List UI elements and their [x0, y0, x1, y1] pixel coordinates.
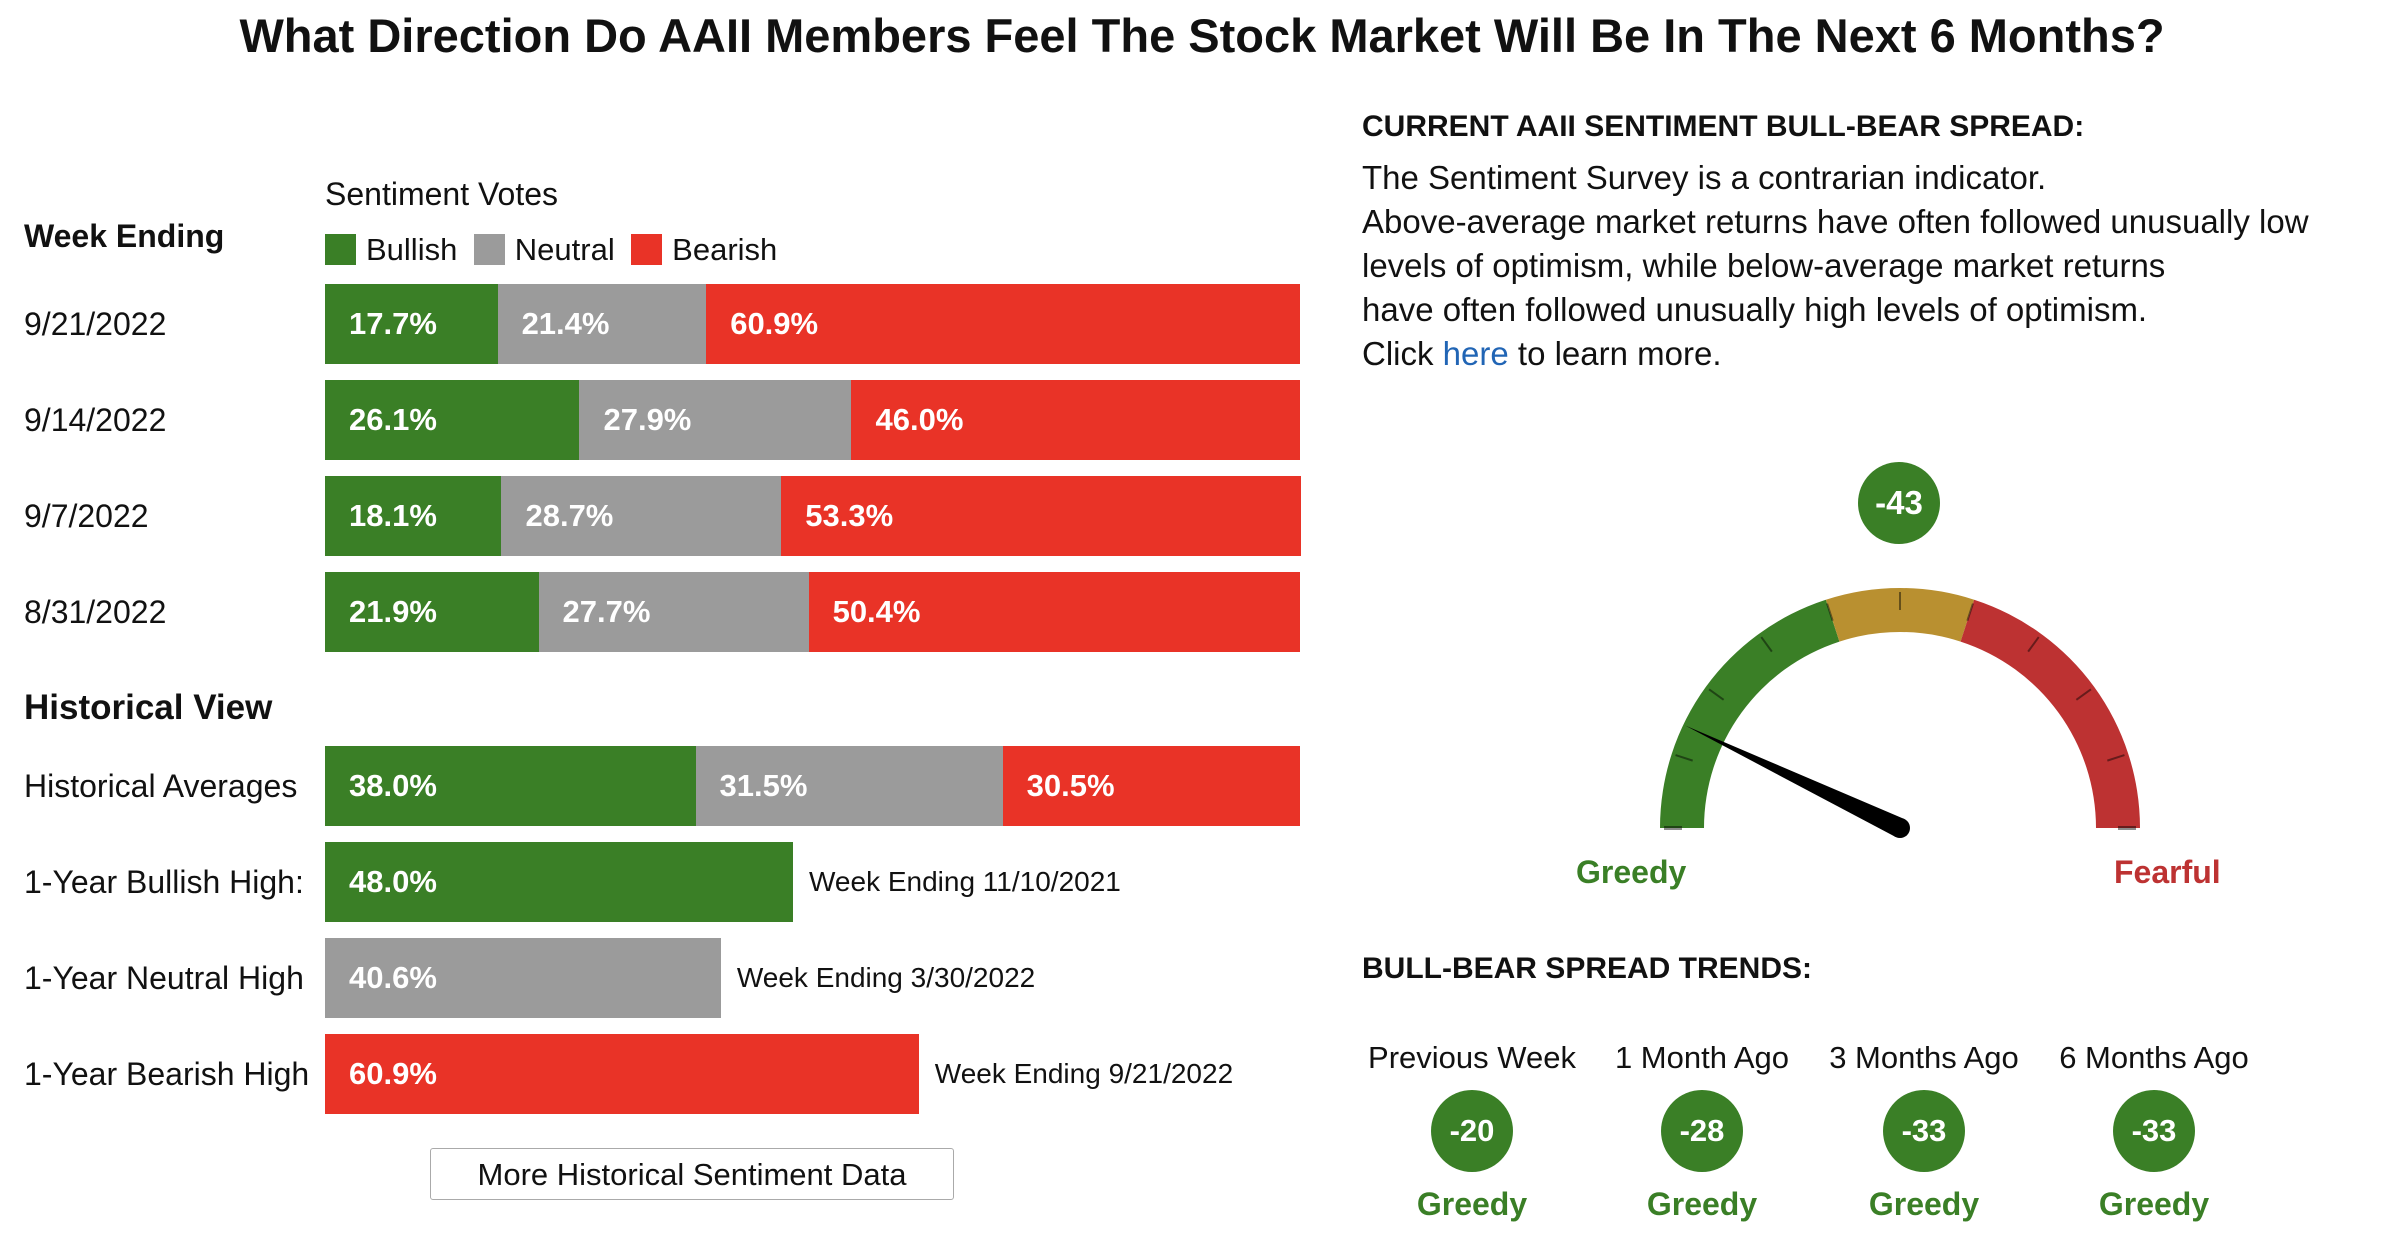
page-title: What Direction Do AAII Members Feel The … — [239, 9, 2165, 62]
historical-label: 1-Year Bearish High — [24, 1056, 310, 1092]
bullish-segment: 38.0% — [325, 746, 696, 826]
bearish-segment: 30.5% — [1002, 746, 1300, 826]
trend-label: 3 Months Ago — [1829, 1040, 2019, 1075]
gauge-fearful-zone — [1960, 599, 2140, 828]
bullish-segment: 18.1% — [325, 476, 502, 556]
week-label: 8/31/2022 — [24, 594, 167, 630]
more-historical-data-button[interactable]: More Historical Sentiment Data — [430, 1148, 954, 1200]
click-prefix: Click — [1362, 335, 1443, 372]
weekly-bar: 18.1% 28.7% 53.3% — [325, 476, 1301, 556]
bullish-high-note: Week Ending 11/10/2021 — [809, 866, 1121, 897]
gauge-greedy-zone — [1660, 599, 1840, 828]
neutral-swatch — [473, 234, 505, 265]
trend-6-months: 6 Months Ago -33 Greedy — [2034, 1040, 2274, 1223]
historical-view-heading: Historical View — [24, 688, 273, 727]
week-label: 9/14/2022 — [24, 402, 167, 438]
spread-description: The Sentiment Survey is a contrarian ind… — [1362, 156, 2309, 376]
historical-label: Historical Averages — [24, 768, 298, 804]
historical-bar: 48.0% — [325, 842, 793, 922]
trend-value: -20 — [1431, 1090, 1513, 1172]
click-suffix: to learn more. — [1508, 335, 1722, 372]
click-line: Click here to learn more. — [1362, 332, 2309, 376]
gauge-fearful-label: Fearful — [2114, 854, 2221, 890]
legend-label: Bullish — [366, 232, 458, 267]
learn-more-link[interactable]: here — [1442, 335, 1509, 372]
bullish-segment: 21.9% — [325, 572, 539, 652]
week-ending-label: Week Ending — [24, 218, 225, 254]
sentiment-gauge — [1660, 588, 2140, 838]
gauge-tick — [1760, 636, 1773, 653]
bearish-high-note: Week Ending 9/21/2022 — [934, 1058, 1234, 1089]
neutral-segment: 40.6% — [325, 938, 721, 1018]
legend-label: Neutral — [514, 232, 615, 267]
week-label: 9/21/2022 — [24, 306, 167, 342]
trends-heading: BULL-BEAR SPREAD TRENDS: — [1362, 952, 1812, 985]
bullish-swatch — [325, 234, 356, 265]
legend-item-neutral: Neutral — [473, 232, 615, 268]
trend-label: 6 Months Ago — [2059, 1040, 2249, 1075]
trend-status: Greedy — [1868, 1186, 1980, 1222]
sentiment-votes-label: Sentiment Votes — [325, 176, 559, 212]
gauge-neutral-zone — [1825, 588, 1975, 642]
desc-line: levels of optimism, while below-average … — [1362, 247, 2166, 284]
historical-label: 1-Year Neutral High — [24, 960, 304, 996]
bearish-segment: 60.9% — [325, 1034, 919, 1114]
historical-bar: 38.0% 31.5% 30.5% — [325, 746, 1300, 826]
legend: Bullish Neutral Bearish — [325, 232, 789, 268]
bearish-segment: 50.4% — [808, 572, 1300, 652]
trend-previous-week: Previous Week -20 Greedy — [1352, 1040, 1592, 1223]
gauge-tick — [2107, 754, 2125, 762]
week-label: 9/7/2022 — [24, 498, 149, 534]
weekly-bar: 26.1% 27.9% 46.0% — [325, 380, 1300, 460]
neutral-segment: 27.9% — [579, 380, 852, 460]
trend-value: -28 — [1661, 1090, 1743, 1172]
gauge-tick — [1966, 603, 1974, 621]
historical-bar: 60.9% — [325, 1034, 919, 1114]
bearish-segment: 53.3% — [781, 476, 1301, 556]
gauge-needle-hub — [1890, 818, 1910, 838]
legend-item-bullish: Bullish — [325, 232, 457, 268]
neutral-segment: 28.7% — [501, 476, 782, 556]
bullish-segment: 17.7% — [325, 284, 498, 364]
bullish-segment: 26.1% — [325, 380, 580, 460]
bullish-segment: 48.0% — [325, 842, 793, 922]
historical-bar: 40.6% — [325, 938, 721, 1018]
trend-label: Previous Week — [1368, 1040, 1576, 1075]
legend-label: Bearish — [672, 232, 778, 267]
trend-status: Greedy — [2098, 1186, 2210, 1222]
desc-line: have often followed unusually high level… — [1362, 291, 2148, 328]
trend-1-month: 1 Month Ago -28 Greedy — [1582, 1040, 1822, 1223]
bearish-segment: 60.9% — [706, 284, 1300, 364]
neutral-segment: 27.7% — [538, 572, 809, 652]
neutral-segment: 31.5% — [695, 746, 1003, 826]
legend-item-bearish: Bearish — [631, 232, 777, 268]
bearish-segment: 46.0% — [851, 380, 1300, 460]
trend-3-months: 3 Months Ago -33 Greedy — [1804, 1040, 2044, 1223]
gauge-tick — [1675, 754, 1693, 762]
gauge-value-badge: -43 — [1858, 462, 1940, 544]
trend-value: -33 — [1883, 1090, 1965, 1172]
neutral-high-note: Week Ending 3/30/2022 — [736, 962, 1036, 993]
gauge-tick — [1826, 603, 1834, 621]
gauge-tick — [1708, 688, 1725, 701]
trend-status: Greedy — [1646, 1186, 1758, 1222]
gauge-tick — [2075, 688, 2092, 701]
trend-status: Greedy — [1416, 1186, 1528, 1222]
historical-label: 1-Year Bullish High: — [24, 864, 304, 900]
gauge-needle — [1685, 725, 1905, 838]
weekly-bar: 21.9% 27.7% 50.4% — [325, 572, 1300, 652]
neutral-segment: 21.4% — [497, 284, 707, 364]
bearish-swatch — [631, 234, 663, 265]
gauge-greedy-label: Greedy — [1576, 854, 1687, 890]
desc-line: The Sentiment Survey is a contrarian ind… — [1362, 159, 2047, 196]
spread-heading: CURRENT AAII SENTIMENT BULL-BEAR SPREAD: — [1362, 110, 2085, 143]
trend-label: 1 Month Ago — [1614, 1040, 1790, 1075]
gauge-tick — [2027, 636, 2040, 653]
weekly-bar: 17.7% 21.4% 60.9% — [325, 284, 1300, 364]
desc-line: Above-average market returns have often … — [1362, 203, 2309, 240]
trend-value: -33 — [2113, 1090, 2195, 1172]
